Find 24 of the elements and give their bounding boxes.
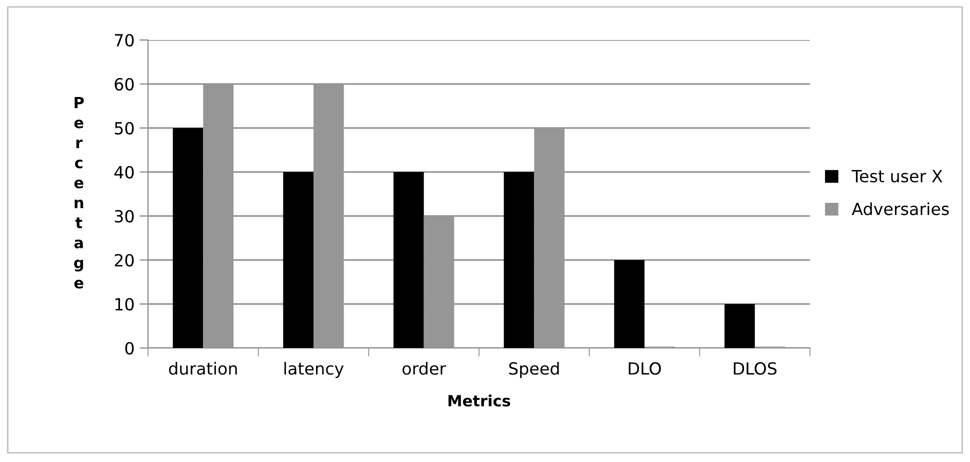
- bar: [504, 172, 534, 348]
- y-tick-label: 40: [114, 166, 134, 179]
- y-tick-label: 10: [115, 298, 134, 311]
- x-tick-label: latency: [284, 362, 344, 378]
- x-axis-title: Metrics: [448, 394, 510, 407]
- bar: [614, 260, 644, 348]
- bar: [393, 172, 424, 348]
- bar: [172, 128, 204, 348]
- y-tick-label: 20: [114, 254, 134, 267]
- legend-label: Test user X: [852, 170, 942, 182]
- y-tick-label: 70: [114, 34, 134, 47]
- x-tick-label: DLO: [628, 362, 661, 375]
- x-tick-label: duration: [169, 362, 237, 375]
- x-tick-label: DLOS: [734, 362, 777, 375]
- x-tick-label: Speed: [509, 362, 559, 378]
- y-tick-label: 50: [114, 122, 134, 135]
- legend-label: Adversaries: [852, 202, 949, 216]
- bar: [724, 304, 755, 348]
- y-tick-label: 60: [114, 78, 134, 91]
- text: Percentage: [74, 96, 84, 289]
- y-tick-label: 0: [125, 342, 134, 355]
- bar: [283, 172, 314, 348]
- y-tick-label: 30: [114, 210, 134, 223]
- x-tick-label: order: [402, 362, 446, 375]
